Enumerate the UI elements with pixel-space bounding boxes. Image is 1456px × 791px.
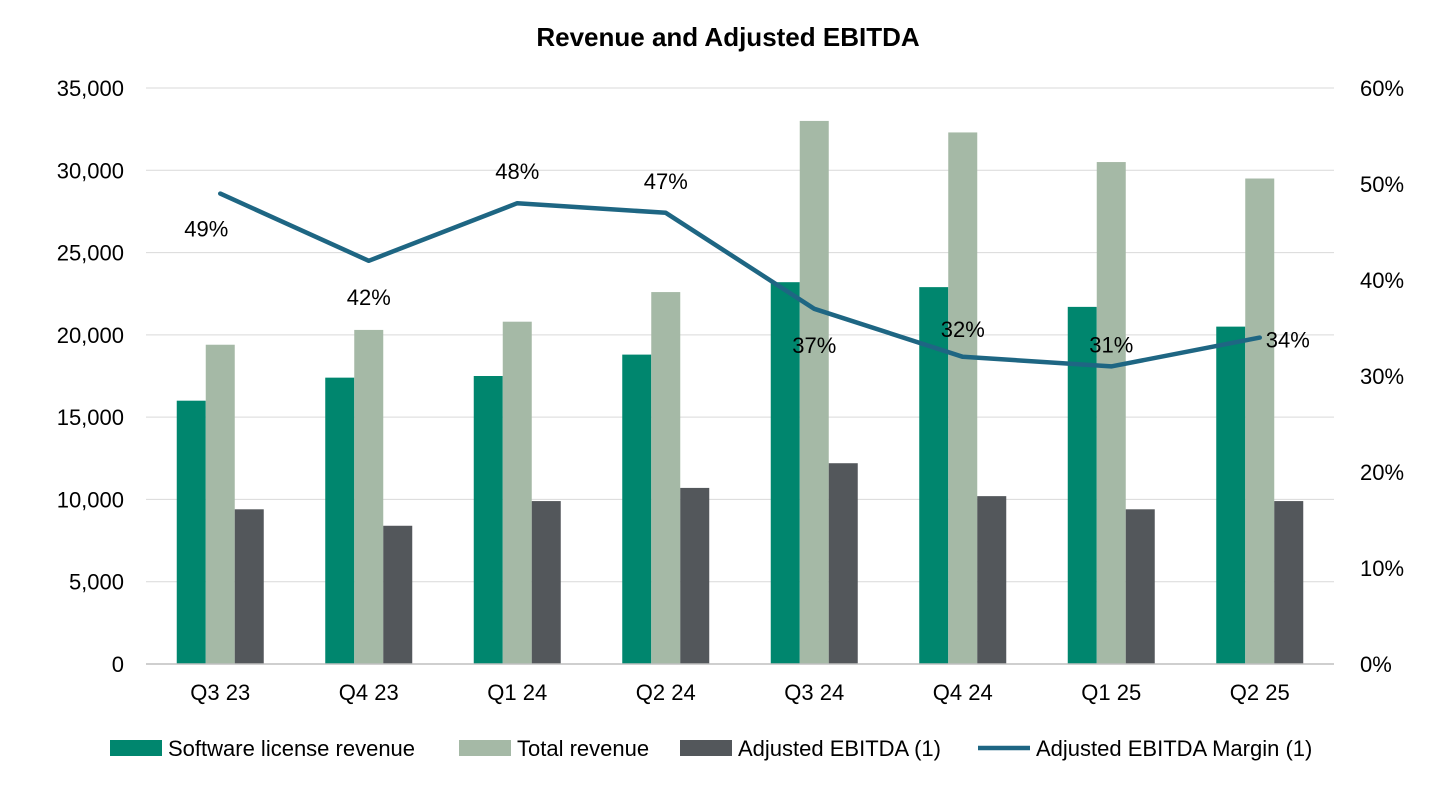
margin-data-label: 34% bbox=[1266, 328, 1310, 353]
bar-adjusted-ebitda-1 bbox=[532, 501, 561, 664]
legend-label: Total revenue bbox=[517, 736, 649, 761]
y-right-tick-label: 30% bbox=[1360, 364, 1404, 389]
bar-total-revenue bbox=[503, 322, 532, 664]
legend-label: Adjusted EBITDA Margin (1) bbox=[1036, 736, 1312, 761]
margin-data-label: 49% bbox=[184, 217, 228, 242]
bar-software-license-revenue bbox=[177, 401, 206, 664]
y-left-tick-label: 20,000 bbox=[57, 323, 124, 348]
legend-label: Adjusted EBITDA (1) bbox=[738, 736, 941, 761]
y-right-tick-label: 40% bbox=[1360, 268, 1404, 293]
x-tick-label: Q2 24 bbox=[636, 680, 696, 705]
bar-adjusted-ebitda-1 bbox=[383, 526, 412, 664]
bar-software-license-revenue bbox=[325, 378, 354, 664]
bar-total-revenue bbox=[651, 292, 680, 664]
margin-data-label: 32% bbox=[941, 317, 985, 342]
bar-software-license-revenue bbox=[622, 355, 651, 664]
bar-total-revenue bbox=[206, 345, 235, 664]
legend: Software license revenue Total revenue Adj… bbox=[110, 736, 1312, 761]
legend-swatch bbox=[680, 740, 732, 756]
margin-data-label: 47% bbox=[644, 169, 688, 194]
chart-title: Revenue and Adjusted EBITDA bbox=[536, 22, 920, 52]
bar-total-revenue bbox=[1245, 179, 1274, 664]
y-right-tick-label: 10% bbox=[1360, 556, 1404, 581]
x-tick-label: Q2 25 bbox=[1230, 680, 1290, 705]
bar-total-revenue bbox=[354, 330, 383, 664]
y-left-tick-label: 25,000 bbox=[57, 241, 124, 266]
bar-software-license-revenue bbox=[1068, 307, 1097, 664]
margin-data-label: 31% bbox=[1089, 332, 1133, 357]
x-tick-label: Q4 23 bbox=[339, 680, 399, 705]
bar-adjusted-ebitda-1 bbox=[1274, 501, 1303, 664]
x-tick-label: Q1 25 bbox=[1081, 680, 1141, 705]
bar-total-revenue bbox=[948, 132, 977, 664]
bar-adjusted-ebitda-1 bbox=[977, 496, 1006, 664]
bar-total-revenue bbox=[800, 121, 829, 664]
x-tick-label: Q4 24 bbox=[933, 680, 993, 705]
bar-adjusted-ebitda-1 bbox=[1126, 509, 1155, 664]
y-right-tick-label: 50% bbox=[1360, 172, 1404, 197]
margin-data-label: 42% bbox=[347, 285, 391, 310]
y-left-tick-label: 10,000 bbox=[57, 487, 124, 512]
gridlines bbox=[146, 88, 1334, 582]
y-left-tick-label: 30,000 bbox=[57, 158, 124, 183]
y-left-tick-label: 0 bbox=[112, 652, 124, 677]
y-right-tick-label: 0% bbox=[1360, 652, 1392, 677]
legend-swatch bbox=[110, 740, 162, 756]
x-tick-label: Q3 23 bbox=[190, 680, 250, 705]
bars bbox=[177, 121, 1304, 664]
data-labels: 49% 42% 48% 47% 37% 32% 31% 34% bbox=[184, 159, 1310, 358]
bar-adjusted-ebitda-1 bbox=[235, 509, 264, 664]
bar-adjusted-ebitda-1 bbox=[680, 488, 709, 664]
y-right-tick-label: 20% bbox=[1360, 460, 1404, 485]
y-left-tick-label: 15,000 bbox=[57, 405, 124, 430]
y-right-tick-label: 60% bbox=[1360, 76, 1404, 101]
bar-software-license-revenue bbox=[1216, 327, 1245, 664]
bar-adjusted-ebitda-1 bbox=[829, 463, 858, 664]
bar-software-license-revenue bbox=[474, 376, 503, 664]
x-tick-label: Q3 24 bbox=[784, 680, 844, 705]
x-tick-label: Q1 24 bbox=[487, 680, 547, 705]
bar-total-revenue bbox=[1097, 162, 1126, 664]
y-left-tick-label: 35,000 bbox=[57, 76, 124, 101]
legend-swatch bbox=[459, 740, 511, 756]
margin-data-label: 48% bbox=[495, 159, 539, 184]
margin-data-label: 37% bbox=[792, 333, 836, 358]
legend-label: Software license revenue bbox=[168, 736, 415, 761]
y-left-tick-label: 5,000 bbox=[69, 570, 124, 595]
